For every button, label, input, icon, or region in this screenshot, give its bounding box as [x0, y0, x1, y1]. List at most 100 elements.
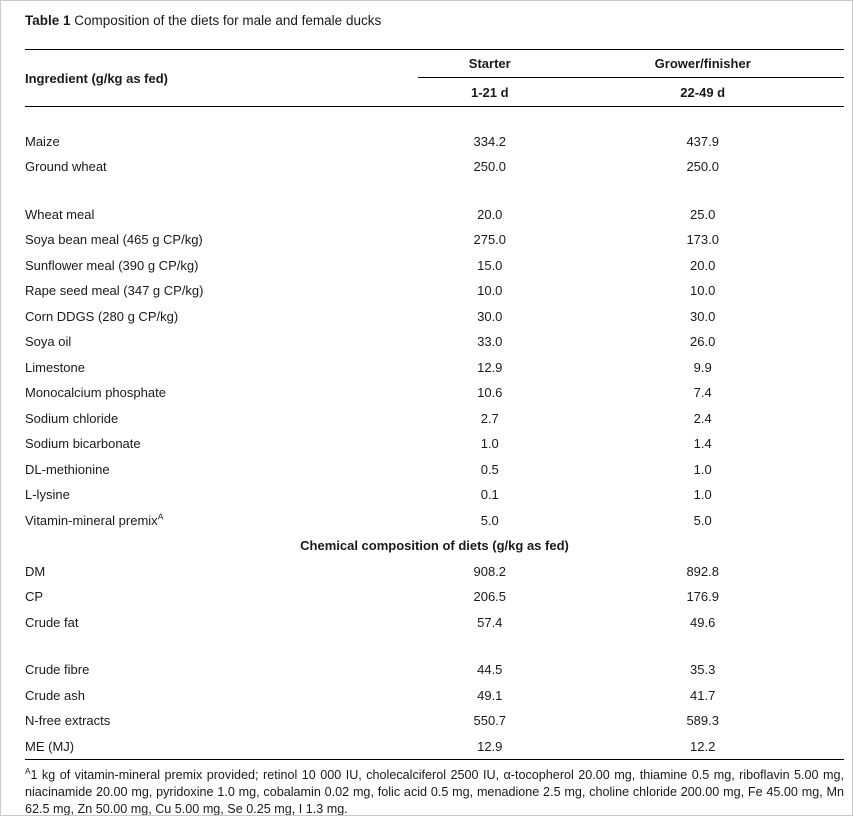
grower-value: 9.9: [693, 359, 712, 375]
col-header-grower-finisher: Grower/finisher: [561, 49, 844, 78]
spacer-cell: [25, 107, 844, 129]
table-row: Crude ash 49.1 41.7: [25, 683, 844, 709]
table-footnotes: A1 kg of vitamin-mineral premix provided…: [25, 767, 844, 815]
spacer-cell: [25, 180, 844, 202]
grower-value: 35.3: [690, 662, 716, 678]
table-body: Maize 334.2 437.9 Ground wheat 250.0 250.0 Whe…: [25, 107, 844, 760]
table-number-label: Table 1: [25, 13, 71, 28]
starter-value: 2.7: [480, 410, 499, 426]
starter-value: 44.5: [477, 662, 503, 678]
table-row: L-lysine 0.1 1.0: [25, 482, 844, 508]
table-row: Ground wheat 250.0 250.0: [25, 154, 844, 180]
starter-value: 33.0: [477, 334, 503, 350]
col-subheader-grower-period: 22-49 d: [561, 77, 844, 107]
table-row: Soya bean meal (465 g CP/kg) 275.0 173.0: [25, 227, 844, 253]
superscript-marker: A: [157, 511, 164, 522]
table-row: DL-methionine 0.5 1.0: [25, 457, 844, 483]
ingredient-cell: Sodium bicarbonate: [25, 436, 141, 452]
grower-value: 30.0: [690, 308, 716, 324]
table-row: Vitamin-mineral premixA 5.0 5.0: [25, 508, 844, 534]
starter-value: 10.0: [477, 283, 503, 299]
grower-value: 41.7: [690, 687, 716, 703]
col-header-ingredient: Ingredient (g/kg as fed): [25, 49, 419, 107]
ingredient-cell: Rape seed meal (347 g CP/kg): [25, 283, 204, 299]
starter-value: 908.2: [473, 563, 507, 579]
grower-value: 20.0: [690, 257, 716, 273]
grower-value: 892.8: [686, 563, 719, 579]
table-row: Wheat meal 20.0 25.0: [25, 202, 844, 228]
ingredient-cell: Wheat meal: [25, 206, 95, 222]
table-row: Crude fat 57.4 49.6: [25, 610, 844, 636]
starter-value: 250.0: [473, 159, 507, 175]
ingredient-cell: Corn DDGS (280 g CP/kg): [25, 308, 179, 324]
ingredient-cell: Crude fat: [25, 614, 79, 630]
starter-value: 12.9: [477, 738, 503, 754]
starter-value: 15.0: [477, 257, 503, 273]
table-row: Rape seed meal (347 g CP/kg) 10.0 10.0: [25, 278, 844, 304]
spacer-row: [25, 107, 844, 129]
starter-value: 10.6: [477, 385, 503, 401]
grower-value: 25.0: [690, 206, 716, 222]
starter-value: 20.0: [477, 206, 503, 222]
spacer-row: [25, 180, 844, 202]
section-header-row: Chemical composition of diets (g/kg as f…: [25, 533, 844, 559]
starter-value: 30.0: [477, 308, 503, 324]
ingredient-cell: Soya oil: [25, 334, 72, 350]
ingredient-cell: DM: [25, 563, 46, 579]
grower-value: 173.0: [686, 232, 719, 248]
table-row: CP 206.5 176.9: [25, 584, 844, 610]
section-header: Chemical composition of diets (g/kg as f…: [300, 538, 569, 554]
ingredient-cell: Crude fibre: [25, 662, 90, 678]
starter-value: 1.0: [480, 436, 499, 452]
ingredient-cell: L-lysine: [25, 487, 70, 503]
grower-value: 10.0: [690, 283, 716, 299]
ingredient-cell: Sunflower meal (390 g CP/kg): [25, 257, 199, 273]
starter-value: 5.0: [480, 512, 499, 528]
table-row: Sunflower meal (390 g CP/kg) 15.0 20.0: [25, 253, 844, 279]
table-row: Corn DDGS (280 g CP/kg) 30.0 30.0: [25, 304, 844, 330]
grower-value: 437.9: [686, 133, 719, 149]
grower-value: 176.9: [686, 589, 719, 605]
table-row: Sodium bicarbonate 1.0 1.4: [25, 431, 844, 457]
starter-value: 550.7: [473, 713, 507, 729]
col-header-starter: Starter: [418, 49, 562, 78]
starter-value: 334.2: [473, 133, 507, 149]
table-row: ME (MJ) 12.9 12.2: [25, 734, 844, 760]
grower-value: 589.3: [686, 713, 719, 729]
ingredient-cell: Crude ash: [25, 687, 85, 703]
ingredient-cell: N-free extracts: [25, 713, 111, 729]
header-row-period: 1-21 d 22-49 d: [25, 77, 844, 107]
grower-value: 2.4: [693, 410, 712, 426]
grower-value: 5.0: [693, 512, 712, 528]
starter-value: 275.0: [473, 232, 507, 248]
table-row: Sodium chloride 2.7 2.4: [25, 406, 844, 432]
ingredient-cell: Sodium chloride: [25, 410, 119, 426]
ingredient-cell: ME (MJ): [25, 738, 75, 754]
table-row: Limestone 12.9 9.9: [25, 355, 844, 381]
table-header: Ingredient (g/kg as fed) Starter Grower/…: [25, 49, 844, 107]
table-row: Monocalcium phosphate 10.6 7.4: [25, 380, 844, 406]
table-row: Maize 334.2 437.9: [25, 129, 844, 155]
grower-value: 49.6: [690, 614, 716, 630]
footnote-premix: A1 kg of vitamin-mineral premix provided…: [25, 767, 844, 815]
starter-value: 0.5: [480, 461, 499, 477]
header-row-group: Ingredient (g/kg as fed) Starter Grower/…: [25, 49, 844, 107]
starter-value: 49.1: [477, 687, 503, 703]
starter-value: 0.1: [480, 487, 499, 503]
starter-value: 12.9: [477, 359, 503, 375]
grower-value: 12.2: [690, 738, 716, 754]
table-row: Soya oil 33.0 26.0: [25, 329, 844, 355]
grower-value: 250.0: [686, 159, 719, 175]
ingredient-cell: Limestone: [25, 359, 85, 375]
ingredient-cell: Maize: [25, 133, 60, 149]
ingredient-cell: Soya bean meal (465 g CP/kg): [25, 232, 203, 248]
ingredient-cell: Vitamin-mineral premixA: [25, 511, 164, 528]
grower-value: 1.4: [693, 436, 712, 452]
ingredient-cell: Ground wheat: [25, 159, 107, 175]
col-subheader-starter-period: 1-21 d: [418, 77, 562, 107]
grower-value: 26.0: [690, 334, 716, 350]
diet-composition-table: Ingredient (g/kg as fed) Starter Grower/…: [25, 49, 844, 760]
grower-value: 7.4: [693, 385, 712, 401]
grower-value: 1.0: [693, 461, 712, 477]
